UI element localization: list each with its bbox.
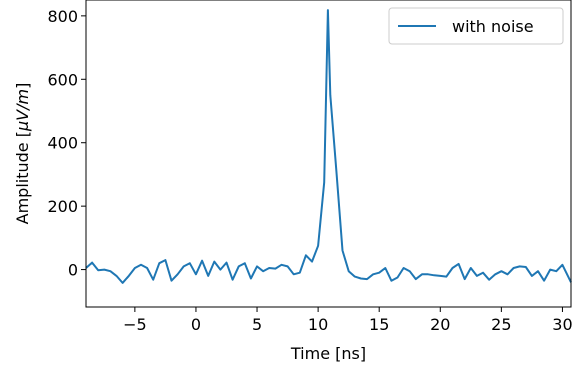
axes-frame: [85, 0, 572, 308]
series-line-with-noise: [85, 9, 572, 284]
x-tick-label: −5: [123, 315, 147, 334]
x-tick-label: 30: [552, 315, 572, 334]
y-tick-label: 400: [47, 134, 78, 153]
legend-box: [388, 7, 564, 45]
y-tick-label: 800: [47, 7, 78, 26]
axis-ticks: −5 0 5 10 15 20 25 30 0 200 400 600 800: [47, 7, 572, 334]
x-tick-label: 15: [369, 315, 389, 334]
y-tick-label: 600: [47, 70, 78, 89]
x-tick-label: 0: [191, 315, 201, 334]
legend-entry-with-noise: with noise: [452, 17, 534, 36]
x-axis-label: Time [ns]: [290, 344, 366, 363]
y-tick-label: 0: [68, 261, 78, 280]
x-tick-label: 20: [430, 315, 450, 334]
x-tick-label: 25: [491, 315, 511, 334]
x-tick-label: 5: [252, 315, 262, 334]
y-tick-label: 200: [47, 197, 78, 216]
legend: with noise: [388, 7, 564, 45]
plot-area: [85, 9, 572, 284]
y-axis-label: Amplitude [μV/m]: [13, 83, 32, 225]
x-tick-label: 10: [308, 315, 328, 334]
